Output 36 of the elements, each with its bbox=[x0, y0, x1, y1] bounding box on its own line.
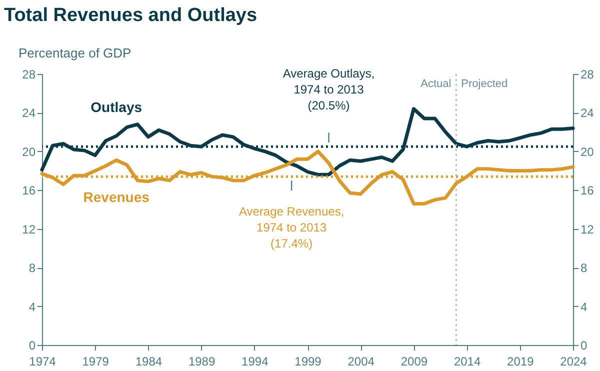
annotation: Actual bbox=[420, 78, 452, 90]
x-tick-label: 1989 bbox=[188, 354, 216, 368]
y2-tick-label: 0 bbox=[580, 338, 588, 352]
annotation: Average Revenues, 1974 to 2013 (17.4%) bbox=[238, 204, 344, 251]
x-tick-label: 2024 bbox=[560, 354, 588, 368]
series-label: Revenues bbox=[83, 189, 150, 206]
y-axis-title: Percentage of GDP bbox=[18, 46, 132, 60]
y-tick-label: 24 bbox=[22, 106, 36, 120]
y2-tick-label: 20 bbox=[580, 144, 594, 159]
x-tick-label: 2014 bbox=[454, 354, 481, 368]
y2-tick-label: 16 bbox=[580, 184, 594, 198]
annotation: Average Outlays, 1974 to 2013 (20.5%) bbox=[282, 66, 375, 113]
x-tick-label: 2004 bbox=[348, 354, 375, 368]
y-tick-label: 28 bbox=[22, 68, 36, 82]
series-label: Outlays bbox=[90, 98, 142, 115]
line-series bbox=[40, 150, 575, 206]
y-tick-label: 0 bbox=[28, 338, 36, 352]
x-tick-label: 1974 bbox=[29, 354, 56, 368]
x-tick-label: 2009 bbox=[400, 354, 428, 368]
x-tick-label: 1999 bbox=[294, 354, 322, 368]
y2-tick-label: 24 bbox=[580, 106, 594, 120]
x-tick-label: 2019 bbox=[507, 354, 534, 368]
y2-tick-label: 12 bbox=[580, 222, 594, 236]
y-tick-label: 4 bbox=[28, 300, 36, 314]
x-tick-label: 1979 bbox=[82, 354, 110, 368]
y-tick-label: 16 bbox=[22, 184, 36, 198]
x-tick-label: 1984 bbox=[135, 354, 162, 368]
y-tick-label: 8 bbox=[28, 261, 36, 276]
annotation: Projected bbox=[461, 78, 508, 90]
y2-tick-label: 4 bbox=[580, 300, 588, 314]
y-tick-label: 20 bbox=[22, 144, 36, 159]
y2-tick-label: 28 bbox=[580, 68, 594, 82]
chart-title: Total Revenues and Outlays bbox=[4, 5, 258, 26]
y-tick-label: 12 bbox=[22, 222, 36, 236]
y2-tick-label: 8 bbox=[580, 261, 588, 276]
x-tick-label: 1994 bbox=[242, 354, 269, 368]
